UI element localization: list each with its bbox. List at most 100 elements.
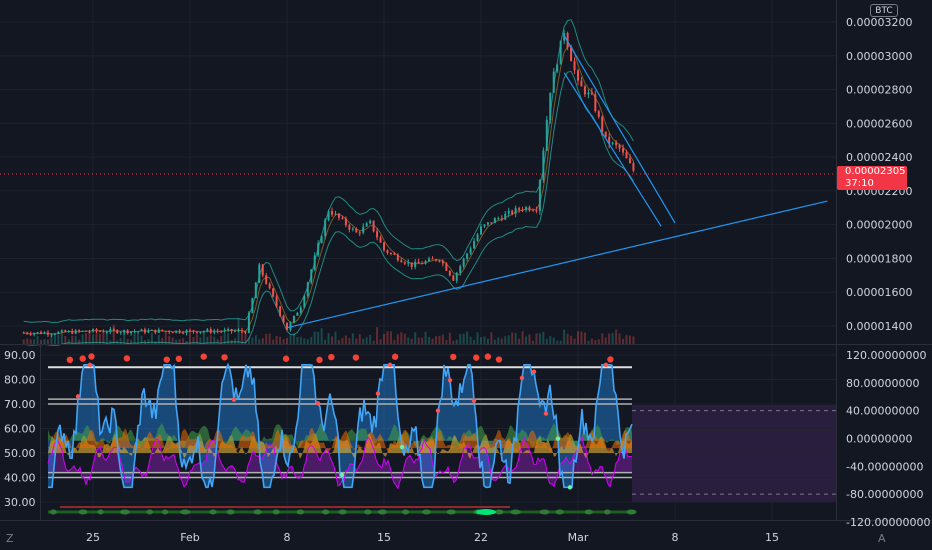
volume-bar	[438, 335, 441, 344]
auto-scale-button[interactable]: A	[878, 532, 886, 545]
zoom-reset-button[interactable]: Z	[6, 532, 14, 545]
candle-body	[483, 224, 486, 227]
price-tick-label: 0.00001800	[846, 252, 912, 265]
osc-left-tick-label: 30.00	[4, 496, 36, 509]
volume-bar	[570, 335, 573, 344]
candle-body	[632, 163, 635, 171]
candle-body	[462, 258, 465, 267]
trendline[interactable]	[286, 200, 828, 329]
volume-bar	[195, 332, 198, 344]
volume-bar	[164, 331, 167, 344]
volume-bar	[98, 333, 101, 344]
candle-body	[334, 213, 337, 215]
volume-bar	[379, 339, 382, 344]
volume-bar	[247, 337, 250, 344]
volume-bar	[497, 337, 500, 344]
osc-bottom-dot	[604, 509, 611, 515]
volume-bar	[331, 336, 334, 344]
volume-bar	[618, 333, 621, 344]
volume-bar	[351, 333, 354, 344]
osc-signal-marker	[315, 401, 321, 406]
volume-bar	[594, 339, 597, 344]
volume-bar	[150, 332, 153, 344]
volume-bar	[313, 331, 316, 344]
candle-body	[102, 331, 105, 333]
oscillator-right-axis[interactable]: -120.00000000 -80.00000000 -40.00000000 0.0…	[846, 349, 930, 529]
candle-body	[324, 220, 327, 236]
candle-body	[150, 329, 153, 331]
trendlines[interactable]	[286, 35, 828, 329]
volume-bar	[223, 332, 226, 344]
candle-body	[310, 269, 313, 283]
candle-body	[431, 258, 434, 260]
candle-body	[331, 210, 334, 215]
volume-bar	[258, 339, 261, 344]
osc-bottom-dot	[421, 509, 431, 515]
osc-top-marker	[316, 356, 323, 364]
candle-body	[348, 225, 351, 230]
osc-bottom-dot	[401, 509, 410, 515]
candle-body	[580, 80, 583, 87]
osc-signal-marker	[447, 378, 453, 383]
candle-body	[452, 275, 455, 281]
candle-body	[615, 142, 618, 146]
candle-body	[528, 207, 531, 211]
volume-bar	[462, 333, 465, 344]
trendline[interactable]	[563, 35, 676, 224]
candle-body	[393, 253, 396, 255]
current-price-tag: 0.00002305 37:10	[837, 166, 907, 190]
candle-body	[417, 261, 420, 264]
osc-right-tick-label: 120.00000000	[846, 349, 926, 362]
candle-body	[119, 332, 122, 334]
osc-left-tick-label: 70.00	[4, 398, 36, 411]
oscillator-left-axis[interactable]: 30.00 40.00 50.00 60.00 70.00 80.00 90.00	[4, 349, 36, 509]
currency-badge[interactable]: BTC	[870, 4, 898, 17]
time-axis[interactable]: 25 Feb 8 15 22 Mar 8 15	[86, 531, 779, 544]
volume-bar	[511, 332, 514, 344]
candle-body	[545, 119, 548, 151]
candle-body	[244, 331, 247, 333]
volume-bar	[348, 338, 351, 344]
volume-bar	[109, 340, 112, 344]
candle-body	[531, 210, 534, 212]
volume-bar	[538, 333, 541, 344]
candle-body	[105, 332, 108, 334]
osc-top-marker	[607, 356, 614, 363]
volume-bar	[102, 332, 105, 344]
osc-left-tick-label: 60.00	[4, 423, 36, 436]
volume-bar	[227, 333, 230, 344]
volume-bar	[133, 332, 136, 344]
candle-body	[628, 158, 631, 164]
volume-bar	[310, 336, 313, 344]
trendline[interactable]	[563, 72, 662, 227]
volume-bar	[220, 335, 223, 344]
volume-bar	[26, 338, 29, 344]
osc-bottom-dot	[226, 509, 235, 515]
volume-bar	[202, 332, 205, 344]
volume-bar	[507, 335, 510, 344]
osc-orange-fill	[48, 427, 632, 454]
candle-body	[64, 330, 67, 332]
volume-bar	[137, 332, 140, 344]
candle-body	[466, 253, 469, 259]
candlesticks	[22, 29, 635, 338]
candle-body	[369, 220, 372, 224]
volume-bar	[57, 334, 60, 344]
price-axis[interactable]: 0.00001400 0.00001600 0.00001800 0.00002000…	[846, 16, 912, 333]
candle-body	[320, 235, 323, 244]
volume-bar	[234, 338, 237, 344]
osc-bottom-dot	[626, 509, 637, 515]
oscillator-lines	[47, 362, 633, 490]
candle-body	[473, 240, 476, 249]
candle-body	[303, 295, 306, 308]
volume-bar	[531, 340, 534, 344]
osc-signal-marker	[519, 375, 525, 381]
candle-body	[178, 330, 181, 333]
volume-bar	[417, 337, 420, 344]
candle-body	[389, 252, 392, 254]
volume-bar	[542, 331, 545, 344]
candle-body	[265, 275, 268, 284]
volume-bar	[254, 335, 257, 344]
candle-body	[157, 329, 160, 333]
